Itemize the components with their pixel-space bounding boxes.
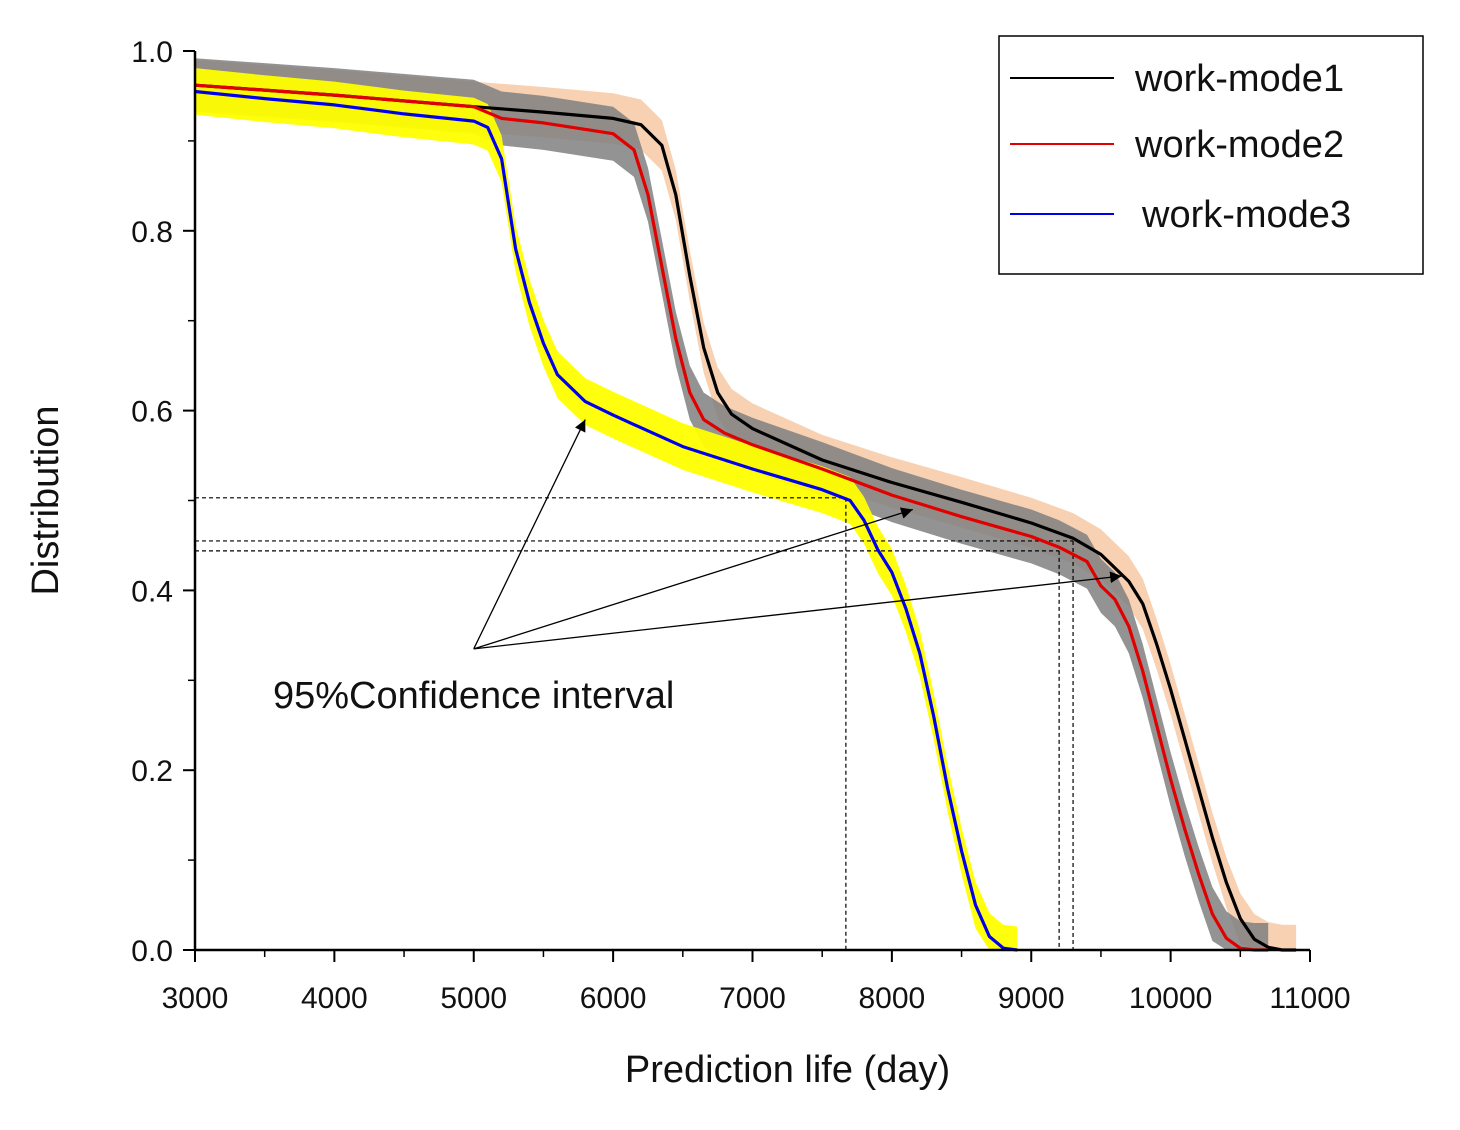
y-tick-label: 0.4 [131,575,173,608]
y-tick-label: 0.6 [131,396,173,429]
x-tick-label: 4000 [301,982,368,1015]
band-work-mode3 [195,68,1018,951]
annotation-arrow-0 [473,419,586,650]
x-tick-label: 7000 [719,982,786,1015]
axes: 3000 4000 5000 6000 7000 8000 9000 10000 11000 0.… [25,36,1351,1091]
x-tick-label: 9000 [998,982,1065,1015]
confidence-bands [195,58,1297,951]
y-tick-label: 0.0 [131,935,173,968]
annotation-arrow-1 [473,507,913,650]
series-line-work-mode2 [194,83,1269,952]
annotation: 95%Confidence interval [273,419,1122,717]
y-tick-label: 0.8 [131,216,173,249]
legend: work-mode1 work-mode2 work-mode3 [998,35,1424,275]
y-tick-label: 0.2 [131,755,173,788]
x-tick-label: 5000 [440,982,507,1015]
x-tick-label: 6000 [580,982,647,1015]
annotation-arrow-2 [473,571,1122,650]
annotation-text: 95%Confidence interval [273,675,674,717]
series-line-work-mode3 [194,89,1018,952]
y-tick-label: 1.0 [131,36,173,69]
x-tick-label: 11000 [1269,982,1350,1015]
legend-label-work-mode2: work-mode2 [1134,124,1344,166]
x-tick-label: 10000 [1129,982,1212,1015]
legend-label-work-mode1: work-mode1 [1134,58,1344,100]
x-tick-label: 8000 [859,982,926,1015]
legend-box [998,35,1424,275]
y-axis-title: Distribution [25,405,67,595]
legend-label-work-mode3: work-mode3 [1141,194,1351,236]
series-lines [194,83,1297,952]
series-line-work-mode1 [194,83,1297,952]
reference-lines [195,497,1074,950]
x-tick-label: 3000 [162,982,229,1015]
x-axis-title: Prediction life (day) [625,1049,950,1091]
